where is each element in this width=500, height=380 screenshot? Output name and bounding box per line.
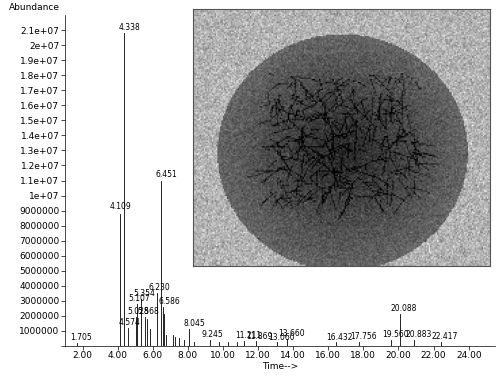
- Text: 5.028: 5.028: [128, 307, 149, 316]
- Text: 5.568: 5.568: [137, 307, 158, 316]
- Text: 4.338: 4.338: [118, 23, 141, 32]
- Text: 11.211: 11.211: [235, 331, 262, 340]
- Text: 1.705: 1.705: [70, 333, 92, 342]
- Text: 4.574: 4.574: [119, 318, 141, 326]
- Text: 19.560: 19.560: [382, 330, 408, 339]
- Text: 5.107: 5.107: [128, 293, 150, 302]
- Text: 20.883: 20.883: [406, 330, 432, 339]
- Text: 22.417: 22.417: [432, 332, 458, 341]
- Text: 4.109: 4.109: [110, 202, 132, 211]
- Text: 8.045: 8.045: [184, 319, 205, 328]
- Text: 6.586: 6.586: [158, 296, 180, 306]
- Text: 5.354: 5.354: [134, 289, 156, 298]
- Text: 13.660: 13.660: [278, 329, 305, 338]
- Text: 16.432: 16.432: [326, 332, 353, 342]
- Text: 20.088: 20.088: [390, 304, 417, 313]
- Text: 17.756: 17.756: [350, 332, 377, 341]
- Text: 13.060: 13.060: [268, 332, 294, 342]
- X-axis label: Time-->: Time-->: [262, 362, 298, 371]
- Text: 6.451: 6.451: [156, 170, 177, 179]
- Text: Abundance: Abundance: [9, 3, 60, 12]
- Text: 9.245: 9.245: [202, 330, 224, 339]
- Text: 11.869: 11.869: [246, 332, 273, 341]
- Text: 6.230: 6.230: [148, 283, 170, 292]
